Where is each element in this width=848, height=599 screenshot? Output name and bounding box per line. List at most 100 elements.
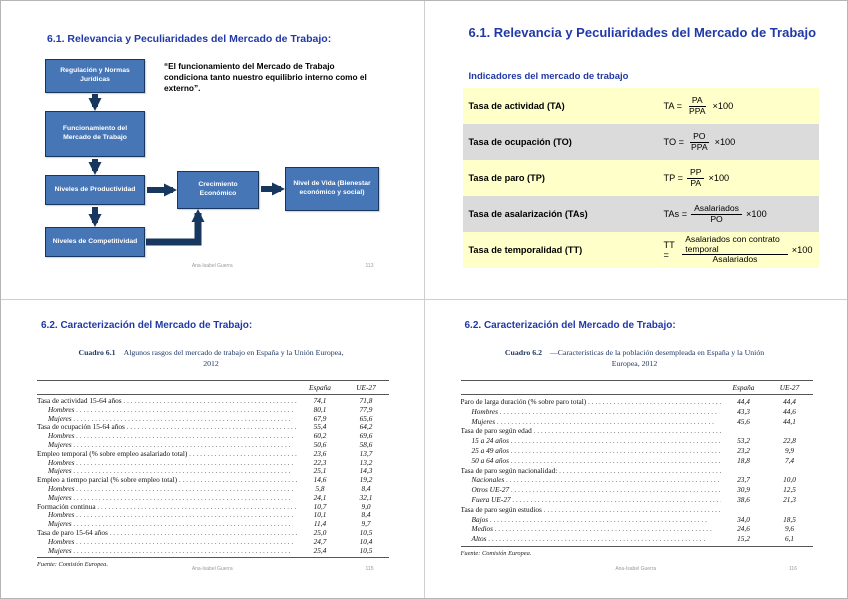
value-ue27: 8,4	[361, 483, 371, 493]
indicator-label: Tasa de asalarización (TAs)	[468, 209, 588, 219]
indicator-formula: TO = PO PPA ×100	[664, 131, 813, 153]
indicator-row: Tasa de temporalidad (TT) TT = Asalariad…	[462, 232, 819, 268]
row-label: Tasa de paro según estudios	[461, 505, 721, 515]
formula-fraction: PP PA	[687, 167, 705, 189]
fraction-denominator: Asalariados	[712, 254, 758, 265]
value-espana: 60,2	[313, 431, 327, 441]
table-row: Hombres 80,1 77,9	[37, 405, 389, 415]
slide-113: 6.1. Relevancia y Peculiaridades del Mer…	[1, 1, 424, 299]
slide-title: 6.1. Relevancia y Peculiaridades del Mer…	[47, 33, 332, 45]
quote-text: “El funcionamiento del Mercado de Trabaj…	[164, 61, 367, 93]
row-label: Hombres	[461, 407, 721, 417]
column-ue27: UE-27	[356, 383, 376, 392]
indicator-label: Tasa de paro (TP)	[468, 173, 545, 183]
table-row: 50 a 64 años 18,8 7,4	[461, 456, 813, 466]
flow-box-crecimiento: Crecimiento Económico	[177, 171, 259, 209]
row-label: Empleo a tiempo parcial (% sobre empleo …	[37, 476, 297, 485]
table-row: Mujeres 24,1 32,1	[37, 492, 389, 503]
row-label: Mujeres	[37, 494, 297, 503]
table-row: Nacionales 23,7 10,0	[461, 475, 813, 485]
table-row: Tasa de paro según estudios	[461, 505, 813, 515]
value-ue27: 13,7	[359, 448, 373, 458]
footer-author: Ana-Isabel Guerra	[615, 566, 657, 572]
row-label: Hombres	[37, 459, 297, 468]
row-label: Hombres	[37, 406, 297, 415]
indicator-label: Tasa de actividad (TA)	[468, 101, 565, 111]
value-ue27: 44,6	[783, 406, 796, 416]
fraction-numerator: PA	[688, 95, 706, 107]
value-ue27: 12,5	[783, 485, 796, 495]
indicator-formula: TP = PP PA ×100	[664, 167, 813, 189]
section-subtitle: Indicadores del mercado de trabajo	[468, 71, 629, 82]
row-label: Tasa de ocupación 15-64 años	[37, 423, 297, 432]
indicator-label: Tasa de ocupación (TO)	[468, 137, 572, 147]
value-espana: 14,6	[313, 475, 327, 485]
value-espana: 44,4	[737, 397, 750, 406]
value-ue27: 7,4	[784, 455, 795, 465]
table-row: Mujeres 45,6 44,1	[461, 417, 813, 427]
indicator-label: Tasa de temporalidad (TT)	[468, 245, 583, 255]
row-label: Nacionales	[461, 475, 721, 485]
value-ue27: 18,5	[783, 514, 796, 524]
value-espana: 22,3	[313, 457, 327, 467]
value-ue27: 9,9	[784, 445, 795, 455]
table-row: Otros UE-27 30,9 12,5	[461, 485, 813, 495]
caption-text: Algunos rasgos del mercado de trabajo en…	[123, 348, 344, 368]
value-espana: 55,4	[313, 422, 327, 432]
footer-page-number: 113	[365, 263, 374, 269]
table-row: Tasa de paro según nacionalidad:	[461, 466, 813, 476]
value-espana: 45,6	[737, 416, 750, 426]
formula-lhs: TT =	[663, 240, 675, 260]
column-espana: España	[309, 383, 331, 392]
table-row: Mujeres 67,9 65,6	[37, 413, 389, 424]
row-label: Empleo temporal (% sobre empleo asalaria…	[37, 450, 297, 459]
value-ue27: 9,6	[784, 524, 795, 534]
table-row: Tasa de paro según edad	[461, 426, 813, 436]
row-label: 25 a 49 años	[461, 446, 721, 456]
formula-times100: ×100	[745, 209, 767, 219]
value-espana: 24,1	[313, 492, 327, 502]
indicators-table: Tasa de actividad (TA) TA = PA PPA ×100 …	[462, 88, 819, 268]
table-row: 15 a 24 años 53,2 22,8	[461, 436, 813, 446]
table-row: Medios 24,6 9,6	[461, 524, 813, 534]
table-row: Mujeres 50,6 58,6	[37, 440, 389, 450]
column-espana: España	[732, 383, 755, 392]
table-row: Mujeres 25,1 14,3	[37, 467, 389, 476]
row-label: Hombres	[37, 511, 297, 520]
value-espana: 5,8	[315, 483, 325, 493]
formula-times100: ×100	[714, 137, 736, 147]
table-header: España UE-27	[37, 380, 389, 395]
value-ue27: 10,5	[359, 527, 373, 537]
table-body: Paro de larga duración (% sobre paro tot…	[460, 395, 813, 547]
fraction-denominator: PPA	[691, 141, 708, 152]
value-espana: 53,2	[737, 436, 750, 446]
table-row: Empleo temporal (% sobre empleo asalaria…	[37, 448, 389, 459]
indicator-row: Tasa de ocupación (TO) TO = PO PPA ×100	[462, 124, 819, 160]
stats-table: España UE-27 Tasa de actividad 15-64 año…	[37, 380, 389, 568]
row-label: Mujeres	[461, 417, 721, 427]
value-ue27: 71,8	[359, 396, 373, 405]
value-espana: 23,6	[313, 448, 327, 458]
table-caption: Cuadro 6.1 Algunos rasgos del mercado de …	[71, 348, 351, 370]
value-ue27: 32,1	[359, 492, 373, 502]
table-row: Fuera UE-27 38,6 21,3	[461, 495, 813, 505]
row-label: Medios	[461, 524, 721, 534]
caption-number: Cuadro 6.2	[504, 348, 542, 357]
table-row: Hombres 43,3 44,6	[461, 407, 813, 417]
value-espana: 25,1	[313, 466, 327, 476]
table-caption: Cuadro 6.2 —Características de la poblaci…	[495, 348, 775, 370]
table-row: Hombres 10,1 8,4	[37, 511, 389, 520]
value-espana: 30,9	[737, 485, 750, 495]
footer-author: Ana-Isabel Guerra	[191, 566, 233, 572]
slide-116: 6.2. Caracterización del Mercado de Trab…	[424, 300, 847, 598]
caption-text: —Características de la población desempl…	[550, 348, 765, 368]
table-body: Tasa de actividad 15-64 años 74,1 71,8 H…	[37, 395, 389, 559]
fraction-denominator: PO	[710, 213, 723, 224]
row-label: Hombres	[37, 485, 297, 494]
fraction-denominator: PA	[690, 177, 702, 188]
arrow-elbow-up-icon	[146, 209, 205, 246]
value-espana: 67,9	[313, 413, 327, 423]
source-note: Fuente: Comisión Europea.	[460, 549, 532, 557]
value-ue27: 19,2	[359, 475, 373, 485]
